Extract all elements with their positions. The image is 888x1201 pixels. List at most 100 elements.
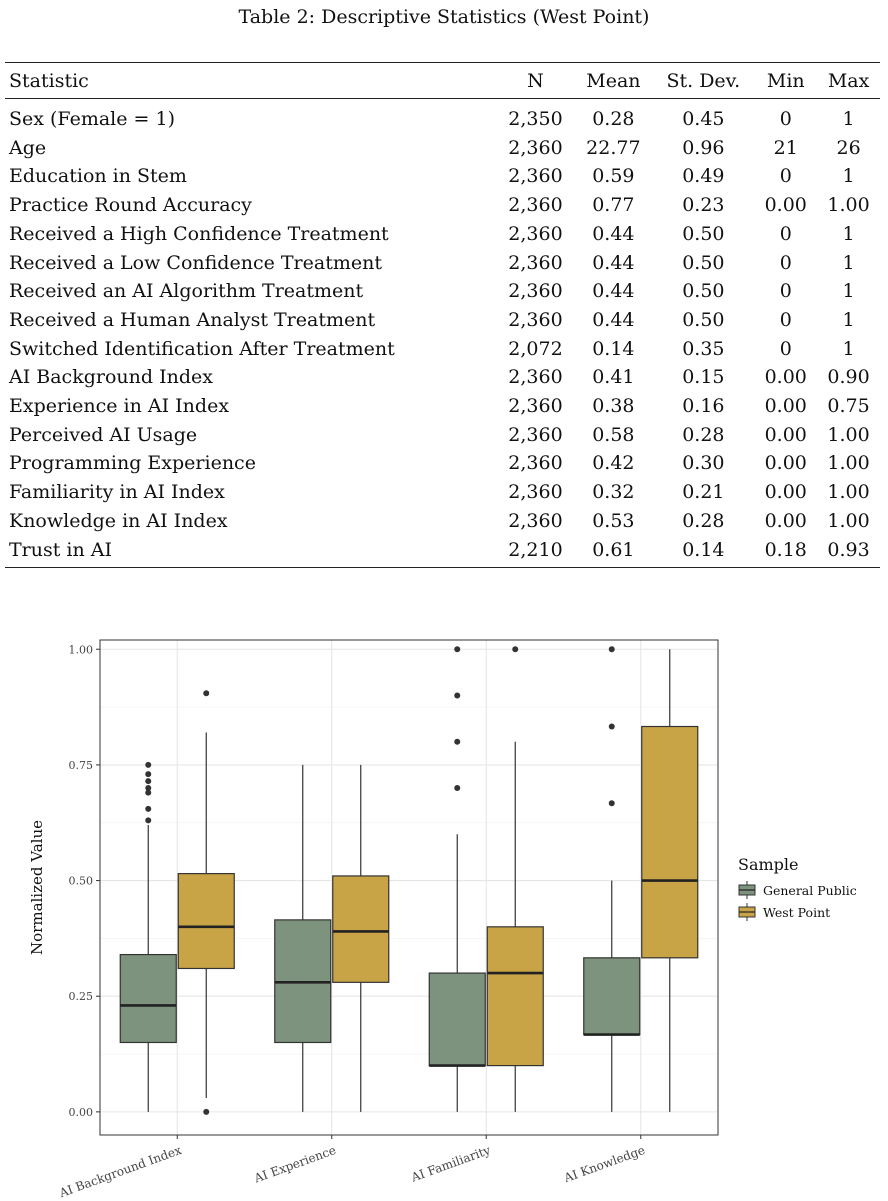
table-cell: 2,350 <box>508 108 563 130</box>
table-row: Switched Identification After Treatment 2… <box>5 335 880 364</box>
outlier-point <box>203 1108 210 1115</box>
box-ai-familiarity-general-public <box>428 646 486 1112</box>
row-label: Received a Low Confidence Treatment <box>9 251 382 274</box>
table-cell: 0.44 <box>592 280 635 303</box>
table-cell: 2,360 <box>508 280 563 303</box>
y-tick-label: 0.50 <box>69 875 94 888</box>
table-cell: 0.30 <box>682 452 725 475</box>
table-cell: 1.00 <box>827 452 870 475</box>
table-cell: 0.00 <box>764 452 807 475</box>
table-cell: 2,360 <box>508 452 563 475</box>
row-label: Education in Stem <box>9 165 187 188</box>
table-cell: 0.28 <box>592 108 635 130</box>
row-label: Received a High Confidence Treatment <box>9 222 389 245</box>
table-cell: 2,360 <box>508 308 563 331</box>
table-cell: 1.00 <box>827 423 870 446</box>
outlier-point <box>145 789 152 796</box>
table-cell: 2,360 <box>508 366 563 389</box>
table-cell: 0.35 <box>682 337 725 360</box>
table-cell: 0.00 <box>764 509 807 532</box>
table-cell: 0.00 <box>764 194 807 217</box>
table-cell: 1.00 <box>827 481 870 504</box>
box-ai-experience-general-public <box>274 764 332 1112</box>
table-body: Sex (Female = 1) 2,350 0.28 0.45 0 1 Age 2,360 2… <box>5 99 880 568</box>
row-label: Switched Identification After Treatment <box>9 337 395 360</box>
table-cell: 0.38 <box>592 395 635 418</box>
table-cell: 0.45 <box>682 108 725 130</box>
outlier-point <box>454 785 461 792</box>
table-cell: 0.41 <box>592 366 635 389</box>
table-cell: 0.44 <box>592 222 635 245</box>
row-label: Knowledge in AI Index <box>9 509 228 532</box>
row-label: Received a Human Analyst Treatment <box>9 308 376 331</box>
box-ai-knowledge-west-point <box>641 649 699 1112</box>
table-row: Familiarity in AI Index 2,360 0.32 0.21 0.00… <box>5 478 880 507</box>
outlier-point <box>145 761 152 768</box>
x-tick-label: AI Experience <box>251 1143 337 1186</box>
table-cell: 0 <box>779 251 792 274</box>
table-cell: 0.42 <box>592 452 635 475</box>
row-label: Practice Round Accuracy <box>9 194 252 217</box>
table-row: Received a Human Analyst Treatment 2,360 0… <box>5 306 880 335</box>
header-st-dev: St. Dev. <box>652 62 755 99</box>
table-cell: 0 <box>779 165 792 188</box>
table-cell: 0.15 <box>682 366 725 389</box>
table-cell: 0.44 <box>592 251 635 274</box>
table-cell: 0 <box>779 108 792 130</box>
table-cell: 0 <box>779 308 792 331</box>
table-row: Programming Experience 2,360 0.42 0.30 0.00 1… <box>5 449 880 478</box>
table-cell: 0 <box>779 280 792 303</box>
table-cell: 1 <box>842 165 855 188</box>
table-cell: 0.18 <box>764 538 807 561</box>
table-cell: 2,360 <box>508 222 563 245</box>
row-label: Age <box>9 136 47 159</box>
row-label: AI Background Index <box>9 366 213 389</box>
table-row: Experience in AI Index 2,360 0.38 0.16 0.00 0… <box>5 392 880 421</box>
row-label: Sex (Female = 1) <box>9 108 175 130</box>
table-cell: 0.93 <box>827 538 870 561</box>
outlier-point <box>145 817 152 824</box>
y-axis-label: Normalized Value <box>28 820 46 955</box>
table-row: Age 2,360 22.77 0.96 21 26 <box>5 134 880 163</box>
table-cell: 0.77 <box>592 194 635 217</box>
table-cell: 0.61 <box>592 538 635 561</box>
x-tick-label: AI Familiarity <box>408 1143 492 1185</box>
outlier-point <box>145 785 152 792</box>
box-ai-background-index-general-public <box>119 761 177 1112</box>
table-cell: 0.28 <box>682 423 725 446</box>
box-body <box>428 972 486 1067</box>
box-ai-experience-west-point <box>332 764 390 1112</box>
table-row: Trust in AI 2,210 0.61 0.14 0.18 0.93 <box>5 536 880 568</box>
row-label: Programming Experience <box>9 452 256 475</box>
header-min: Min <box>754 62 818 99</box>
outlier-point <box>145 805 152 812</box>
row-label: Familiarity in AI Index <box>9 481 225 504</box>
box-body <box>332 875 390 983</box>
table-row: Perceived AI Usage 2,360 0.58 0.28 0.00 1.00 <box>5 421 880 450</box>
table-cell: 1 <box>842 108 855 130</box>
row-label: Experience in AI Index <box>9 395 230 418</box>
outlier-point <box>203 690 210 697</box>
table-row: Received an AI Algorithm Treatment 2,360 0… <box>5 277 880 306</box>
plot-panel-border <box>99 639 719 1136</box>
table-cell: 0.00 <box>764 481 807 504</box>
table-cell: 2,360 <box>508 194 563 217</box>
outlier-point <box>608 646 615 653</box>
table-row: Received a Low Confidence Treatment 2,360… <box>5 249 880 278</box>
box-ai-background-index-west-point <box>177 690 235 1115</box>
table-cell: 1 <box>842 280 855 303</box>
row-label: Received an AI Algorithm Treatment <box>9 280 364 303</box>
box-ai-knowledge-general-public <box>583 646 641 1112</box>
table-cell: 1 <box>842 308 855 331</box>
outlier-point <box>512 646 519 653</box>
table-cell: 0.75 <box>827 395 870 418</box>
y-tick-label: 0.00 <box>69 1106 94 1119</box>
table-row: Education in Stem 2,360 0.59 0.49 0 1 <box>5 162 880 191</box>
table-cell: 0.14 <box>592 337 635 360</box>
table-cell: 0.16 <box>682 395 725 418</box>
table-cell: 0.14 <box>682 538 725 561</box>
table-cell: 0.53 <box>592 509 635 532</box>
table-cell: 2,210 <box>508 538 563 561</box>
outlier-point <box>454 646 461 653</box>
header-mean: Mean <box>574 62 653 99</box>
